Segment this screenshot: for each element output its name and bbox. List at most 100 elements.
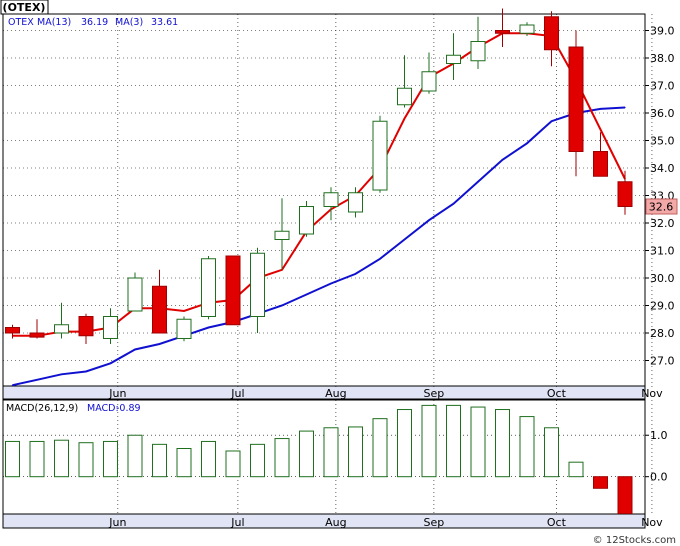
x-tick-label: Jun xyxy=(108,387,126,400)
candle-up xyxy=(299,201,314,237)
candle-body xyxy=(103,316,118,339)
macd-y-tick-label: 1.0 xyxy=(650,429,668,442)
x-tick-label: Aug xyxy=(325,387,346,400)
macd-bar xyxy=(544,427,559,478)
candle-body xyxy=(29,332,45,338)
candle-up xyxy=(201,256,216,320)
macd-legend-label: MACD(26,12,9) xyxy=(6,403,78,414)
candle-body xyxy=(372,120,388,191)
candle-body xyxy=(568,46,584,152)
macd-bar xyxy=(54,439,69,478)
macd-bar xyxy=(29,440,45,478)
candle-up xyxy=(519,22,535,36)
candle-up xyxy=(372,115,388,193)
x-tick-label: Jun xyxy=(108,516,126,529)
candle-up xyxy=(274,198,290,270)
legend-ma13-value: 36.19 xyxy=(81,17,108,28)
candle-body xyxy=(470,41,486,62)
candle-up xyxy=(250,247,265,333)
candle-down xyxy=(593,132,608,177)
candle-down xyxy=(5,324,20,339)
ticker-box: (OTEX) xyxy=(0,0,49,15)
macd-x-ticks: Jun Jul Aug Sep Oct Nov xyxy=(108,516,663,529)
ma13-line-point xyxy=(501,159,504,161)
macd-legend-value: -0.89 xyxy=(116,403,141,414)
price-y-tick-label: 30.0 xyxy=(650,272,675,285)
candle-up xyxy=(446,33,461,80)
ma3-line-point xyxy=(403,117,406,120)
candle-down xyxy=(568,30,584,177)
candle-body xyxy=(519,24,535,34)
ma13-line-point xyxy=(354,273,357,275)
macd-bar-negative xyxy=(593,476,608,489)
macd-bar xyxy=(397,409,412,478)
price-y-tick-label: 36.0 xyxy=(650,107,675,120)
candle-body xyxy=(446,54,461,64)
macd-bar xyxy=(470,406,486,478)
candle-down xyxy=(29,319,45,339)
macd-bar xyxy=(323,427,339,478)
candle-body xyxy=(225,255,241,326)
price-y-tick-label: 31.0 xyxy=(650,245,675,258)
macd-bar xyxy=(421,404,437,478)
candle-body xyxy=(421,71,437,92)
candle-down xyxy=(495,8,510,47)
candle-body xyxy=(544,16,559,51)
ma13-line-point xyxy=(452,203,455,205)
ma13-line-point xyxy=(305,293,308,296)
candle-down xyxy=(78,313,94,344)
candle-up xyxy=(470,16,486,69)
ma13-line-point xyxy=(624,106,626,109)
macd-bar xyxy=(519,416,535,478)
macd-xband xyxy=(2,513,646,529)
macd-bar xyxy=(127,434,143,478)
candle-body xyxy=(201,258,216,317)
ma13-line-point xyxy=(207,326,210,329)
legend-ma3-value: 33.61 xyxy=(151,17,178,28)
ma3-line-point xyxy=(599,128,602,131)
ma13-line-point xyxy=(550,120,553,122)
candle-down xyxy=(617,170,633,215)
x-tick-label: Jul xyxy=(230,516,244,529)
watermark: © 12Stocks.com xyxy=(593,535,676,546)
price-y-tick-label: 38.0 xyxy=(650,52,675,65)
price-y-tick-label: 35.0 xyxy=(650,135,675,148)
macd-legend-value-label: MACD: xyxy=(87,403,119,414)
ma13-line-point xyxy=(281,304,283,307)
x-tick-label: Sep xyxy=(424,387,445,400)
candle-body xyxy=(323,192,339,207)
candle-body xyxy=(299,206,314,235)
ma13-line-point xyxy=(85,370,87,373)
candle-body xyxy=(348,192,363,213)
ma13-line-point xyxy=(109,362,112,364)
macd-y-ticks: 0.0 1.0 xyxy=(645,429,668,484)
price-y-tick-label: 29.0 xyxy=(650,300,675,313)
x-tick-label: Jul xyxy=(230,387,244,400)
macd-bar xyxy=(372,418,388,478)
price-y-tick-label: 34.0 xyxy=(650,162,675,175)
macd-bar xyxy=(78,442,94,478)
macd-bar xyxy=(103,440,118,478)
macd-bar xyxy=(568,461,584,478)
candle-body xyxy=(5,327,20,334)
price-xband xyxy=(2,385,646,400)
price-x-ticks: Jun Jul Aug Sep Oct Nov xyxy=(108,387,663,400)
candle-body xyxy=(54,324,69,334)
macd-bar xyxy=(5,440,20,478)
ma13-line-point xyxy=(379,258,381,260)
ma13-line-point xyxy=(403,238,406,241)
macd-bar xyxy=(274,438,290,478)
x-tick-label: Nov xyxy=(641,516,663,529)
ma13-line-point xyxy=(477,181,479,183)
ma13-line-point xyxy=(526,142,528,144)
ma13-line-point xyxy=(60,373,63,375)
price-y-tick-label: 27.0 xyxy=(650,355,675,368)
candles xyxy=(5,8,633,344)
last-price-box xyxy=(645,198,678,215)
macd-bars xyxy=(5,404,633,515)
candle-body xyxy=(397,87,412,106)
candle-up xyxy=(103,308,118,344)
macd-bar xyxy=(495,409,510,478)
ma13-line-point xyxy=(36,379,38,381)
macd-bar xyxy=(152,443,167,478)
